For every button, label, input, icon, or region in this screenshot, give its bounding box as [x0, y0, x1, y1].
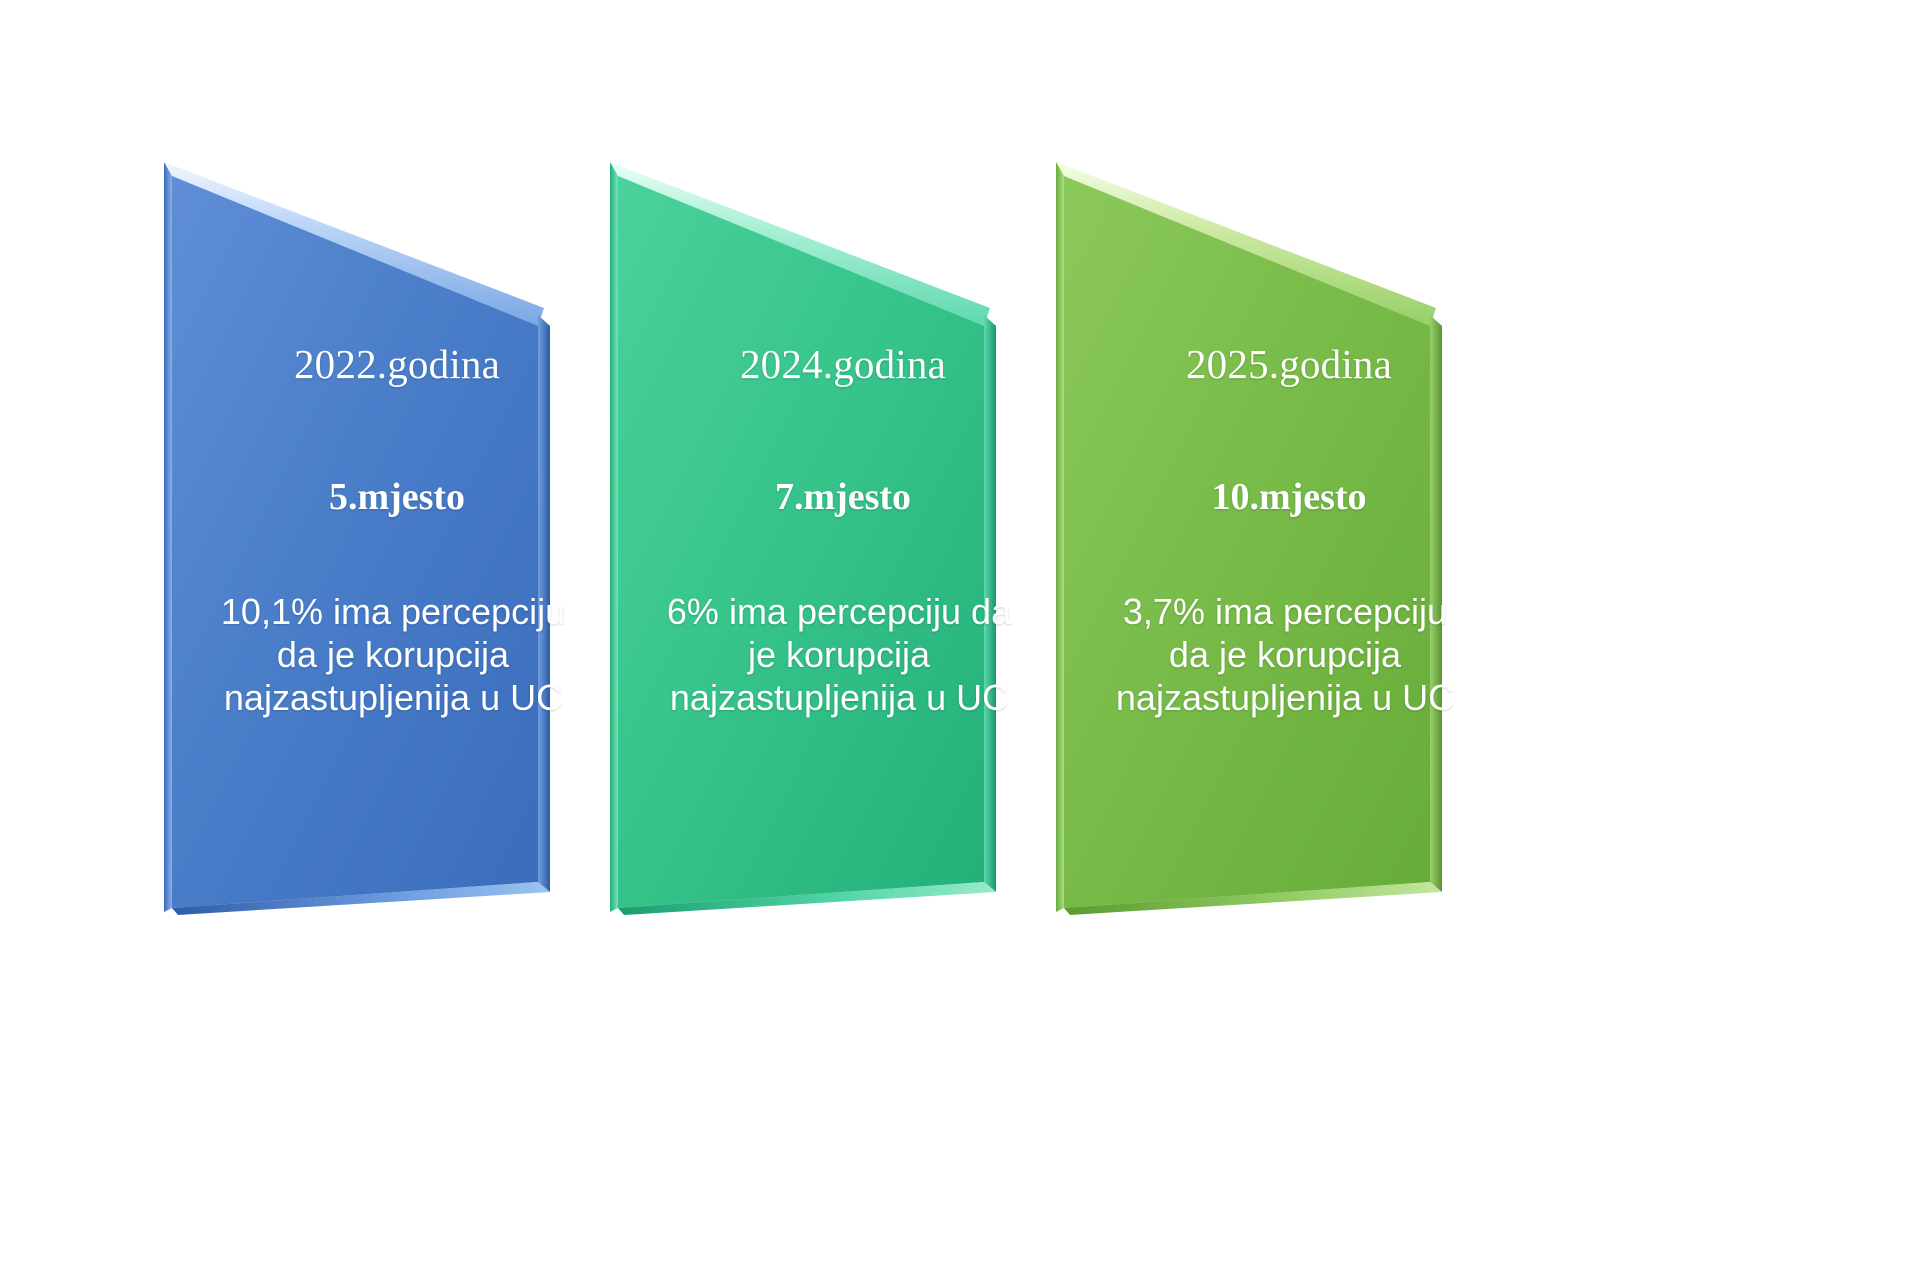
chevron-shape-teal [610, 162, 996, 915]
chevron-step-2022[interactable]: 2022.godina 5.mjesto 10,1% ima percepcij… [120, 140, 640, 930]
chevron-step-2025[interactable]: 2025.godina 10.mjesto 3,7% ima percepcij… [1012, 140, 1532, 930]
chevron-shape-green [1056, 162, 1442, 915]
chevron-step-2024[interactable]: 2024.godina 7.mjesto 6% ima percepciju d… [566, 140, 1086, 930]
chevron-shape-blue [164, 162, 550, 915]
